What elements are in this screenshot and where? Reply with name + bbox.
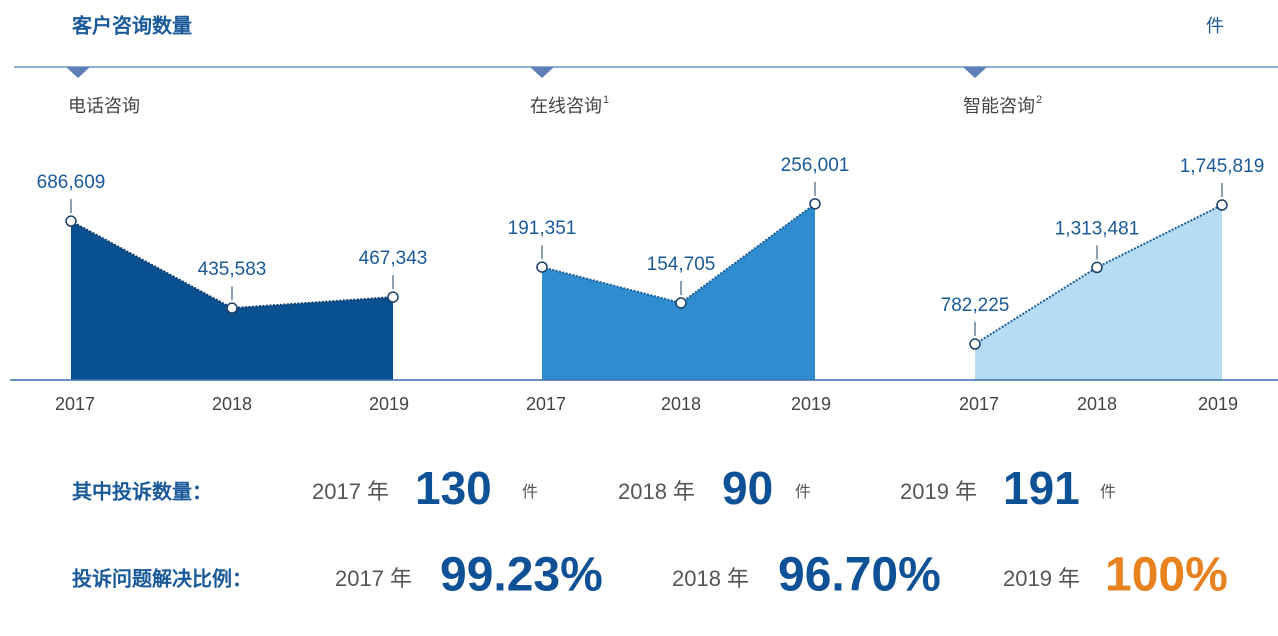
chart-title: 电话咨询 bbox=[68, 96, 140, 116]
x-tick-label: 2019 bbox=[369, 394, 409, 414]
x-tick-label: 2018 bbox=[1077, 394, 1117, 414]
marker bbox=[963, 67, 987, 78]
value-label: 191,351 bbox=[508, 218, 577, 239]
point bbox=[387, 291, 399, 303]
footnote: 2 bbox=[1036, 94, 1042, 106]
rate: 100% bbox=[1105, 549, 1228, 602]
row-label: 其中投诉数量： bbox=[72, 479, 212, 503]
point bbox=[969, 338, 981, 350]
count-unit: 件 bbox=[522, 483, 538, 501]
unit: 件 bbox=[1206, 16, 1224, 36]
row-label: 投诉问题解决比例： bbox=[72, 566, 252, 590]
rate: 99.23% bbox=[440, 549, 603, 602]
footnote: 1 bbox=[603, 94, 609, 106]
point bbox=[226, 302, 238, 314]
chart-title: 智能咨询 bbox=[963, 96, 1035, 116]
value-label: 782,225 bbox=[941, 295, 1010, 316]
rate: 96.70% bbox=[778, 549, 941, 602]
x-tick-label: 2018 bbox=[212, 394, 252, 414]
x-tick-label: 2019 bbox=[791, 394, 831, 414]
point bbox=[675, 297, 687, 309]
value-label: 256,001 bbox=[781, 155, 850, 176]
page-title: 客户咨询数量 bbox=[71, 13, 192, 37]
count: 191 bbox=[1003, 462, 1080, 514]
area bbox=[542, 203, 815, 380]
point bbox=[809, 198, 821, 210]
year: 2019 年 bbox=[900, 479, 977, 504]
year: 2017 年 bbox=[335, 566, 412, 591]
marker bbox=[66, 67, 90, 78]
point bbox=[1091, 261, 1103, 274]
point bbox=[1216, 199, 1228, 211]
count: 130 bbox=[415, 462, 492, 514]
value-label: 1,313,481 bbox=[1055, 218, 1140, 239]
chart-title: 在线咨询 bbox=[530, 96, 602, 116]
area bbox=[975, 205, 1222, 380]
year: 2017 年 bbox=[312, 479, 389, 504]
value-label: 435,583 bbox=[198, 259, 267, 280]
value-label: 686,609 bbox=[37, 172, 106, 193]
year: 2018 年 bbox=[672, 566, 749, 591]
marker bbox=[530, 67, 554, 78]
x-tick-label: 2019 bbox=[1198, 394, 1238, 414]
value-label: 1,745,819 bbox=[1180, 156, 1265, 177]
x-tick-label: 2017 bbox=[526, 394, 566, 414]
point bbox=[65, 215, 77, 227]
count: 90 bbox=[722, 462, 773, 514]
year: 2019 年 bbox=[1003, 566, 1080, 591]
year: 2018 年 bbox=[618, 479, 695, 504]
area bbox=[71, 221, 393, 380]
value-label: 154,705 bbox=[647, 254, 716, 275]
x-tick-label: 2017 bbox=[959, 394, 999, 414]
count-unit: 件 bbox=[1100, 483, 1116, 501]
x-tick-label: 2017 bbox=[55, 394, 95, 414]
x-tick-label: 2018 bbox=[661, 394, 701, 414]
point bbox=[536, 261, 548, 273]
count-unit: 件 bbox=[795, 483, 811, 501]
value-label: 467,343 bbox=[359, 248, 428, 269]
